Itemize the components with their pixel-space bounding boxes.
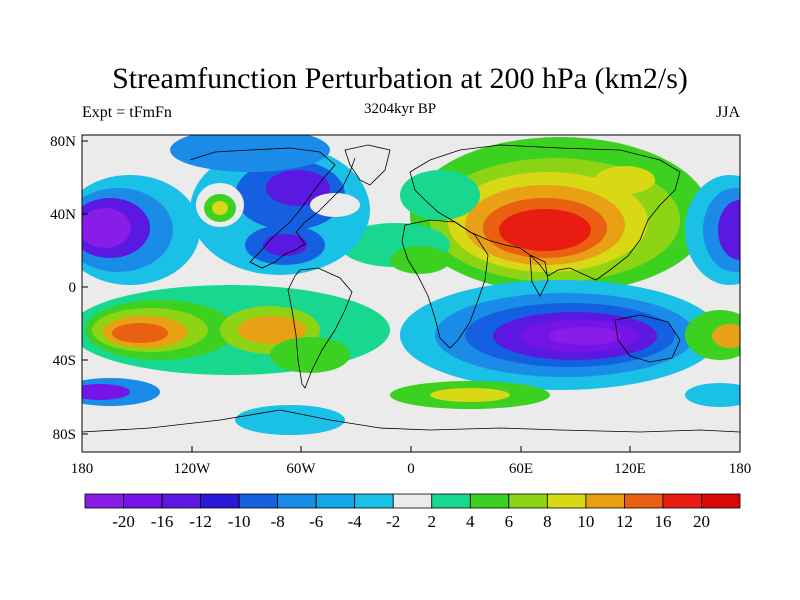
colorbar: -20 -16 -12 -10 -8 -6 -4 -2 2 4 6 8 10 12 16 20 xyxy=(84,493,741,531)
coastline-antarctica xyxy=(82,409,740,433)
lon-tick-marks xyxy=(81,446,741,452)
contour-npac-l4 xyxy=(82,208,131,248)
colorbar-label: 6 xyxy=(505,512,514,531)
colorbar-label: -2 xyxy=(386,512,400,531)
colorbar-swatch xyxy=(508,493,548,509)
colorbar-label: 4 xyxy=(466,512,475,531)
contour-caribbean-l2 xyxy=(263,234,307,256)
contour-wpac-l3 xyxy=(718,200,740,260)
lon-tick-label: 120W xyxy=(174,461,212,477)
colorbar-swatch xyxy=(662,493,702,509)
time-label: 3204kyr BP xyxy=(363,101,437,117)
coastline-australia xyxy=(614,314,681,363)
lon-tick-label: 180 xyxy=(729,461,752,477)
contour-socean-yellow xyxy=(430,388,510,402)
colorbar-label: 2 xyxy=(428,512,437,531)
lon-tick-label: 120E xyxy=(614,461,646,477)
colorbar-swatch xyxy=(546,493,587,509)
colorbar-swatch xyxy=(624,493,664,509)
colorbar-swatch xyxy=(315,493,356,509)
colorbar-swatch xyxy=(123,493,163,509)
contour-far-east xyxy=(595,166,655,194)
colorbar-label: -10 xyxy=(228,512,251,531)
colorbar-label: -4 xyxy=(348,512,363,531)
coastline-south-america xyxy=(287,267,353,389)
lon-tick-label: 60E xyxy=(509,461,533,477)
lat-tick-marks xyxy=(82,140,88,435)
colorbar-swatch xyxy=(84,493,124,509)
colorbar-swatch xyxy=(585,493,625,509)
contour-arctic-blue xyxy=(170,135,330,172)
coastline-india xyxy=(529,254,549,297)
colorbar-swatch xyxy=(200,493,240,509)
colorbar-label: 8 xyxy=(543,512,552,531)
lat-tick-label: 80N xyxy=(50,134,76,150)
colorbar-label: -12 xyxy=(189,512,212,531)
colorbar-swatch xyxy=(392,493,433,509)
colorbar-swatch xyxy=(469,493,510,509)
contour-satl-l2 xyxy=(238,316,306,344)
contour-atlantic-green2 xyxy=(390,246,450,274)
experiment-label: Expt = tFmFn xyxy=(82,104,172,121)
lon-tick-label: 180 xyxy=(71,461,94,477)
lat-tick-label: 80S xyxy=(53,427,76,443)
colorbar-swatch xyxy=(701,493,741,509)
contour-sind-l6 xyxy=(549,327,621,345)
contour-seast-yellow xyxy=(712,324,740,348)
colorbar-label: -6 xyxy=(309,512,323,531)
contour-namerica-l3 xyxy=(266,170,330,206)
coastlines xyxy=(82,144,740,433)
coastline-north-america xyxy=(189,147,356,269)
colorbar-label: 20 xyxy=(693,512,710,531)
colorbar-label: -8 xyxy=(271,512,285,531)
contour-antarctic-blue xyxy=(235,405,345,435)
lon-tick-label: 0 xyxy=(407,461,415,477)
coastline-greenland xyxy=(344,144,391,186)
contour-field xyxy=(82,135,740,435)
colorbar-label: -20 xyxy=(112,512,135,531)
colorbar-label: 12 xyxy=(616,512,633,531)
colorbar-label: -16 xyxy=(151,512,174,531)
lat-tick-label: 40S xyxy=(53,353,76,369)
colorbar-swatch xyxy=(277,493,317,509)
lon-tick-label: 60W xyxy=(286,461,316,477)
contour-npac-white-gap xyxy=(310,193,360,217)
colorbar-swatch xyxy=(431,493,471,509)
lon-tick-labels: 180 120W 60W 0 60E 120E 180 xyxy=(71,461,752,477)
lat-tick-labels: 80N 40N 0 40S 80S xyxy=(50,134,76,443)
colorbar-swatch xyxy=(354,493,394,509)
colorbar-label: 10 xyxy=(577,512,594,531)
colorbar-swatch xyxy=(238,493,279,509)
contour-npac-yellow xyxy=(212,201,228,215)
contour-sepac-blue xyxy=(685,383,740,407)
colorbar-swatch xyxy=(161,493,201,509)
contour-eurasia-l6 xyxy=(499,209,591,251)
contour-sam-green xyxy=(270,337,350,373)
map-title: Streamfunction Perturbation at 200 hPa (… xyxy=(112,62,688,95)
contour-europe-green xyxy=(400,170,480,220)
lat-tick-label: 40N xyxy=(50,207,76,223)
coastline-eurasia xyxy=(409,144,681,281)
season-label: JJA xyxy=(715,104,740,121)
lat-tick-label: 0 xyxy=(69,280,77,296)
contour-spac-l5 xyxy=(112,323,168,343)
contour-spac-blue-l2 xyxy=(82,384,130,400)
colorbar-label: 16 xyxy=(654,512,671,531)
